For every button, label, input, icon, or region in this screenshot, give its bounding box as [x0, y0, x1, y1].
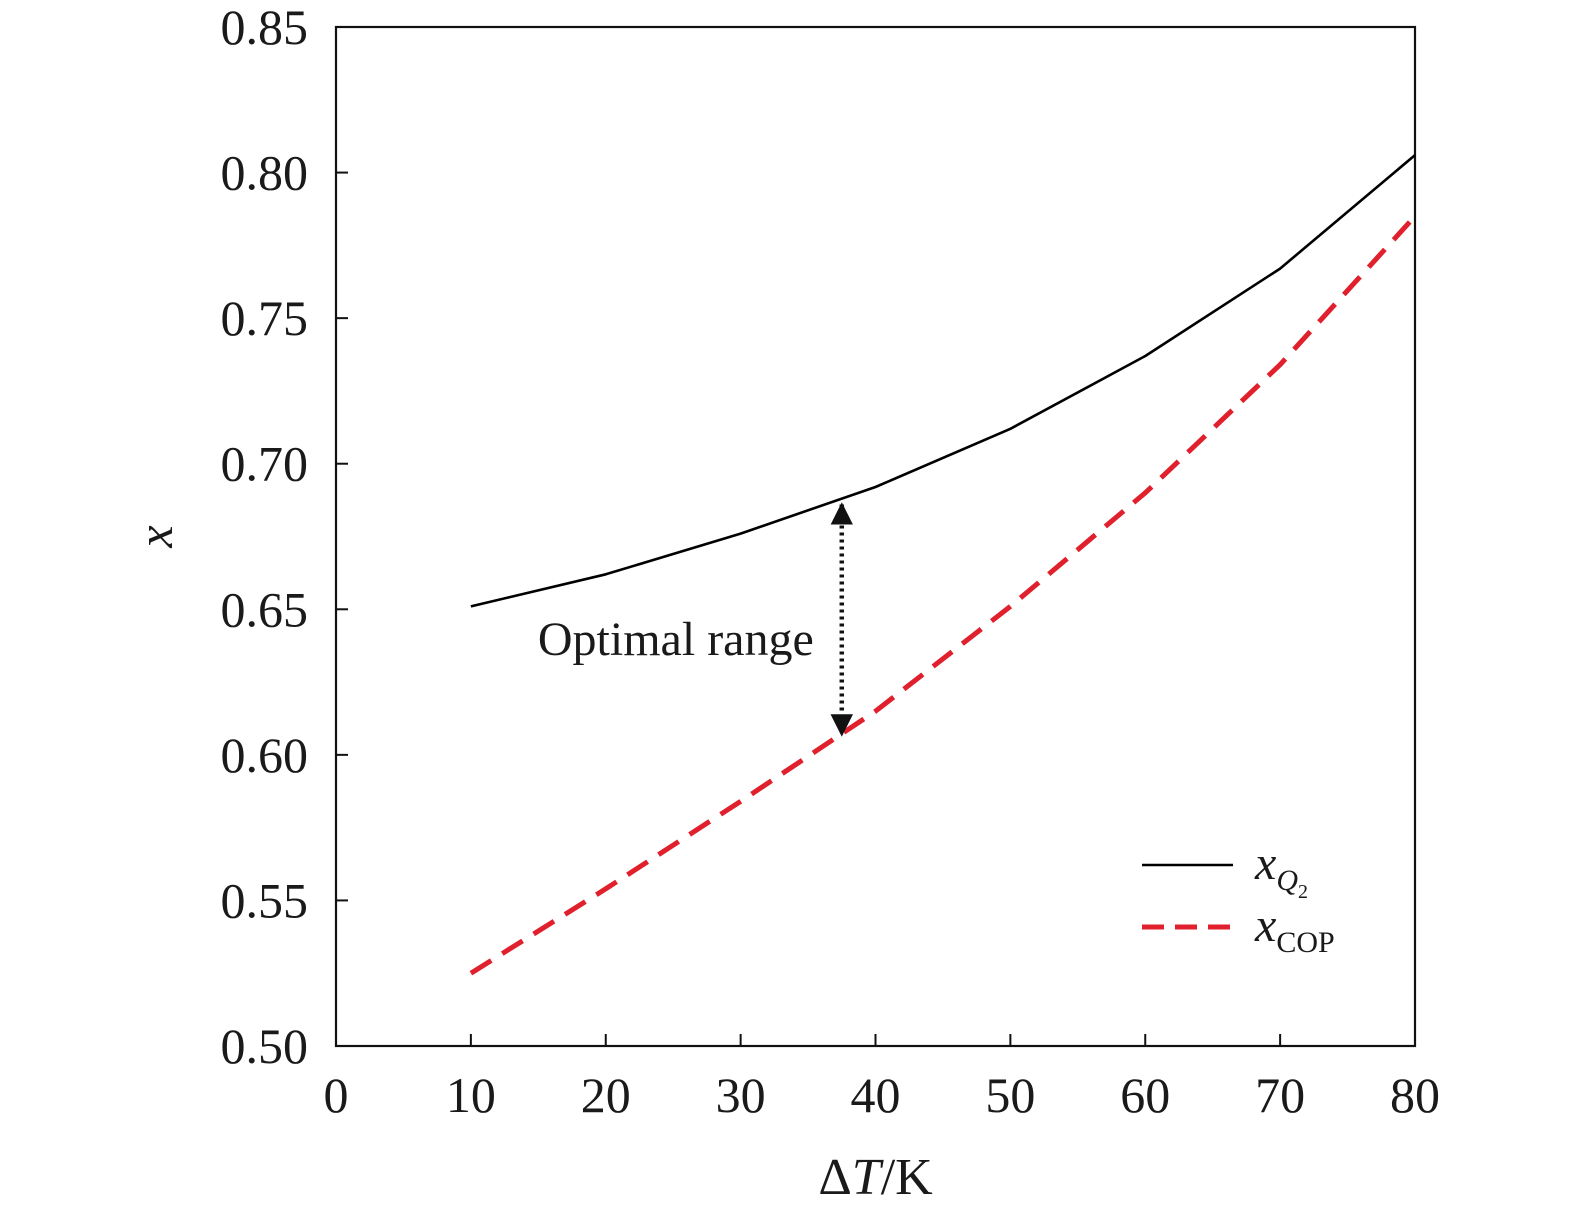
x-tick-label: 40: [851, 1067, 901, 1123]
x-tick-label: 60: [1120, 1067, 1170, 1123]
y-axis-label: x: [127, 525, 183, 548]
legend-label-xq2: xQ2: [1254, 837, 1308, 903]
y-tick-label: 0.50: [221, 1018, 309, 1074]
x-tick-label: 20: [581, 1067, 631, 1123]
y-tick-label: 0.65: [221, 581, 309, 637]
legend-label-xcop: xCOP: [1254, 899, 1335, 959]
plot-frame: [334, 25, 1417, 1048]
y-tick-label: 0.85: [221, 0, 309, 55]
series-line-xcop: [469, 214, 1417, 976]
series-line-xq2: [470, 154, 1416, 608]
x-tick-label: 30: [716, 1067, 766, 1123]
y-tick-label: 0.55: [221, 872, 309, 928]
x-tick-label: 0: [324, 1067, 349, 1123]
x-tick-label: 80: [1390, 1067, 1440, 1123]
y-tick-label: 0.60: [221, 727, 309, 783]
optimal-range-label: Optimal range: [538, 613, 814, 666]
y-tick-label: 0.75: [221, 290, 309, 346]
x-tick-label: 10: [446, 1067, 496, 1123]
x-axis-label: ΔT/K: [818, 1149, 933, 1206]
x-tick-label: 50: [985, 1067, 1035, 1123]
x-tick-label: 70: [1255, 1067, 1305, 1123]
y-tick-label: 0.70: [221, 436, 309, 492]
y-tick-label: 0.80: [221, 145, 309, 201]
